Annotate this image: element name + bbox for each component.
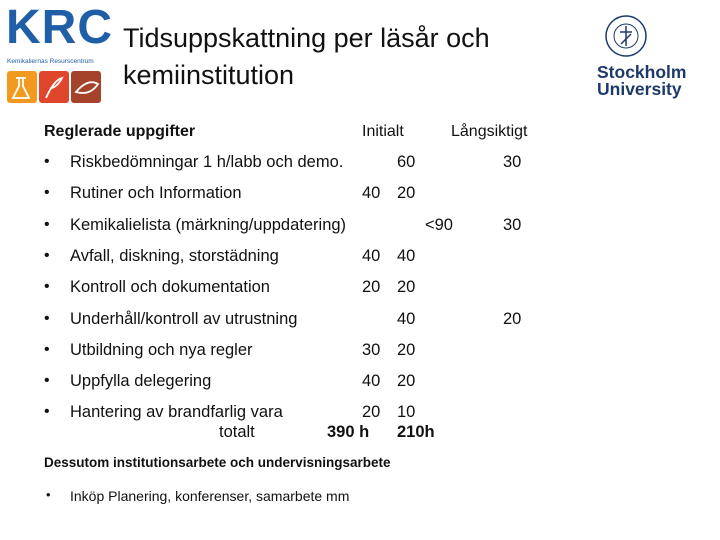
row-label: Underhåll/kontroll av utrustning: [70, 309, 298, 328]
bullet: •: [44, 340, 50, 358]
krc-icons: [7, 71, 101, 103]
row-cell: 20: [397, 340, 416, 359]
row-label: Riskbedömningar 1 h/labb och demo.: [70, 153, 344, 171]
row-cell: 40: [362, 372, 381, 391]
title-line: kemiinstitution: [123, 60, 295, 90]
icon-fish: [74, 81, 100, 94]
total-label: totalt: [219, 423, 255, 441]
row-cell: 20: [362, 403, 381, 422]
row-cell: 60: [397, 153, 416, 171]
row-cell: 40: [397, 246, 416, 265]
su-name-line: Stockholm: [597, 62, 687, 82]
row-cell: 20: [503, 309, 522, 328]
icon-brown: [71, 71, 101, 103]
row-cell: 10: [397, 403, 416, 422]
row-cell: 30: [503, 215, 522, 234]
row-cell: 20: [362, 278, 381, 297]
footer-note: Dessutom institutionsarbete och undervis…: [44, 455, 391, 470]
row-cell: 40: [397, 309, 416, 328]
su-name: Stockholm University: [597, 62, 687, 99]
bullet: •: [44, 215, 50, 233]
bullet: •: [44, 309, 50, 327]
row-label: Uppfylla delegering: [70, 372, 212, 391]
su-seal-emblem: [620, 26, 632, 46]
footer-bullet-mark: •: [46, 487, 51, 502]
row-label: Kemikalielista (märkning/uppdatering): [70, 215, 347, 234]
bullet: •: [44, 403, 50, 421]
icon-flask: [11, 77, 31, 99]
row-label: Avfall, diskning, storstädning: [70, 246, 279, 265]
row-cell: 40: [362, 184, 381, 203]
title: Tidsuppskattning per läsår och kemiinsti…: [123, 20, 490, 94]
row-label: Kontroll och dokumentation: [70, 278, 270, 297]
row-label: Rutiner och Information: [70, 184, 242, 203]
bullet: •: [44, 184, 50, 202]
su-logo: [605, 15, 647, 57]
row-cell: 20: [397, 184, 416, 203]
total-cell: 210h: [397, 423, 435, 441]
su-seal: [605, 15, 647, 57]
footer-bullet: Inköp Planering, konferenser, samarbete …: [70, 488, 350, 504]
row-cell: 30: [362, 340, 381, 359]
row-cell: 40: [362, 246, 381, 265]
su-name-line: University: [597, 79, 682, 99]
row-cell: <90: [425, 215, 453, 234]
bullet: •: [44, 372, 50, 390]
bullet: •: [44, 278, 50, 296]
bullet: •: [44, 153, 50, 170]
title-line: Tidsuppskattning per läsår och: [123, 23, 490, 53]
total-cell: 390 h: [327, 423, 370, 441]
column-header: Långsiktigt: [451, 123, 528, 140]
su-seal-inner: [613, 23, 639, 49]
bullet: •: [44, 246, 50, 264]
row-cell: 20: [397, 372, 416, 391]
row-label: Hantering av brandfarlig vara: [70, 403, 283, 422]
icon-leaf: [45, 76, 64, 99]
row-cell: 30: [503, 153, 522, 171]
krc-logo-text: KRC: [6, 1, 113, 54]
column-header: Initialt: [362, 123, 404, 140]
table-heading: Reglerade uppgifter: [44, 123, 196, 140]
row-label: Utbildning och nya regler: [70, 340, 253, 359]
row-cell: 20: [397, 278, 416, 297]
krc-logo-subtitle: Kemikaliernas Resurscentrum: [7, 58, 94, 65]
krc-logo: KRC Kemikaliernas Resurscentrum: [6, 1, 112, 106]
